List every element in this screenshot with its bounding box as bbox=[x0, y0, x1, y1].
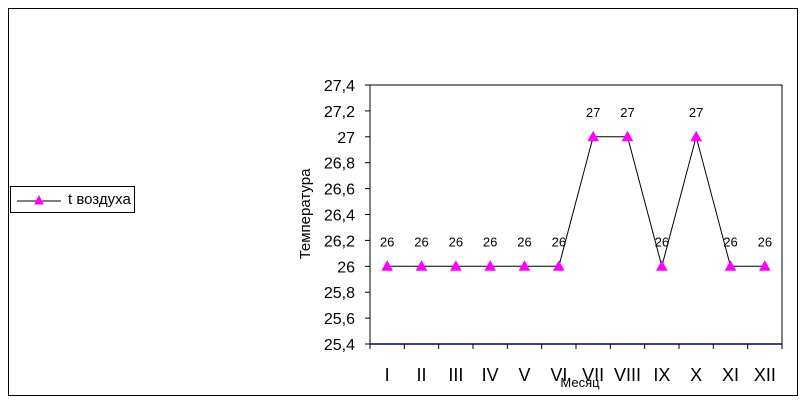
x-axis-title: Месяц bbox=[560, 375, 600, 390]
data-point-marker bbox=[484, 260, 497, 271]
y-tick-label: 26,2 bbox=[324, 233, 355, 250]
x-tick-label: V bbox=[518, 365, 530, 385]
x-tick-label: VIII bbox=[614, 365, 641, 385]
data-label: 27 bbox=[586, 105, 600, 120]
data-label: 26 bbox=[517, 234, 531, 249]
data-point-marker bbox=[690, 130, 703, 142]
legend-swatch-icon bbox=[17, 194, 61, 205]
data-point-marker bbox=[621, 130, 634, 142]
data-label: 26 bbox=[449, 234, 463, 249]
plot-area bbox=[369, 84, 783, 345]
y-tick-label: 26,8 bbox=[324, 156, 355, 173]
x-tick-label: II bbox=[416, 365, 426, 385]
data-point-marker bbox=[655, 260, 668, 271]
y-tick-label: 26 bbox=[337, 259, 355, 276]
x-tick-label: XII bbox=[754, 365, 776, 385]
y-tick-label: 25,4 bbox=[324, 337, 355, 354]
data-label: 26 bbox=[655, 234, 669, 249]
data-label: 26 bbox=[723, 234, 737, 249]
data-label: 26 bbox=[758, 234, 772, 249]
x-tick-label: VI bbox=[550, 365, 567, 385]
series-line bbox=[387, 134, 765, 269]
y-tick-label: 27,4 bbox=[324, 78, 355, 95]
legend: t воздуха bbox=[10, 186, 135, 213]
legend-label: t воздуха bbox=[68, 191, 131, 208]
data-label: 27 bbox=[620, 105, 634, 120]
y-tick-label: 27 bbox=[337, 130, 355, 147]
data-point-marker bbox=[415, 260, 428, 271]
data-point-marker bbox=[381, 260, 394, 271]
data-point-marker bbox=[552, 260, 565, 271]
y-tick-label: 25,6 bbox=[324, 311, 355, 328]
data-label: 26 bbox=[552, 234, 566, 249]
x-tick-label: III bbox=[448, 365, 463, 385]
data-point-marker bbox=[758, 260, 771, 271]
x-axis: I II III IV V VI VII VIII IX X XI XII bbox=[369, 343, 783, 385]
data-label: 26 bbox=[483, 234, 497, 249]
x-tick-label: IX bbox=[653, 365, 670, 385]
x-tick-label: XI bbox=[722, 365, 739, 385]
y-tick-label: 25,8 bbox=[324, 285, 355, 302]
series-layer bbox=[381, 130, 771, 271]
x-tick-label: VII bbox=[582, 365, 604, 385]
data-point-marker bbox=[724, 260, 737, 271]
data-labels-layer: 26 26 26 26 26 26 27 27 26 27 26 26 bbox=[380, 105, 772, 250]
data-label: 27 bbox=[689, 105, 703, 120]
y-axis-title: Температура bbox=[297, 168, 314, 260]
x-tick-label: IV bbox=[482, 365, 499, 385]
data-label: 26 bbox=[380, 234, 394, 249]
y-tick-label: 27,2 bbox=[324, 104, 355, 121]
y-tick-label: 26,4 bbox=[324, 208, 355, 225]
x-tick-label: X bbox=[690, 365, 702, 385]
data-label: 26 bbox=[414, 234, 428, 249]
y-axis: 25,4 25,6 25,8 26 26,2 26,4 26,6 26,8 27 27,2 27,4 bbox=[324, 78, 370, 354]
data-point-marker bbox=[449, 260, 462, 271]
data-point-marker bbox=[587, 130, 600, 142]
x-tick-label: I bbox=[385, 365, 390, 385]
y-tick-label: 26,6 bbox=[324, 182, 355, 199]
data-point-marker bbox=[518, 260, 531, 271]
